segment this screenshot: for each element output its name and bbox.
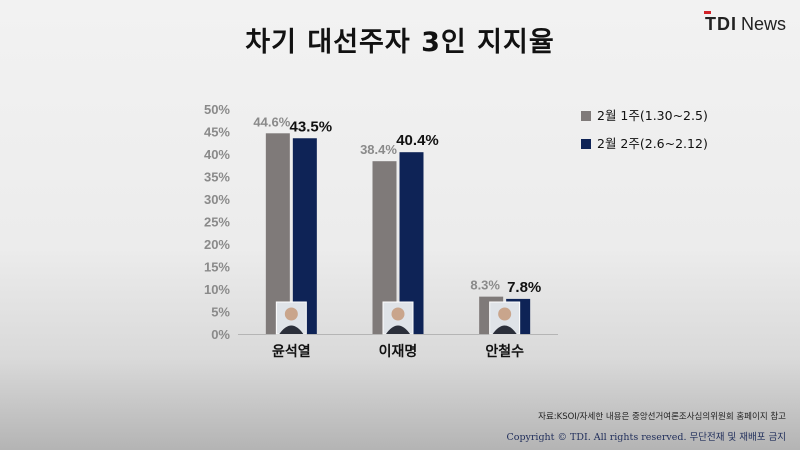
y-tick-label: 30%: [204, 192, 230, 207]
data-label: 8.3%: [470, 278, 500, 293]
y-tick-label: 50%: [204, 102, 230, 117]
legend-swatch: [581, 111, 591, 121]
y-tick-label: 0%: [211, 327, 230, 342]
candidate-photo-suit: [279, 325, 304, 334]
x-tick-label: 이재명: [379, 343, 418, 360]
candidate-photo-suit: [386, 325, 410, 334]
source-note: 자료:KSOI/자세한 내용은 중앙선거여론조사심의위원회 홈페이지 참고: [538, 412, 786, 422]
y-tick-label: 15%: [204, 260, 230, 275]
y-tick-label: 20%: [204, 237, 230, 252]
candidate-photo-face: [498, 307, 512, 321]
data-label: 44.6%: [253, 114, 290, 129]
x-tick-label: 윤석열: [272, 343, 311, 360]
y-tick-label: 35%: [204, 170, 230, 185]
y-tick-label: 10%: [204, 282, 230, 297]
candidate-photo-face: [391, 307, 405, 321]
data-label: 7.8%: [507, 279, 541, 296]
bar: [292, 138, 317, 334]
y-tick-label: 25%: [204, 215, 230, 230]
logo-news-text: News: [740, 14, 786, 34]
candidate-photo-face: [284, 307, 298, 321]
tdi-news-logo: TDI News: [703, 11, 786, 35]
legend-label: 2월 2주(2.6~2.12): [597, 136, 708, 151]
data-label: 38.4%: [360, 142, 397, 157]
copyright-notice: Copyright © TDI. All rights reserved. 무단…: [506, 432, 786, 443]
x-tick-label: 안철수: [485, 343, 524, 360]
page-title: 차기 대선주자 3인 지지율: [245, 27, 555, 58]
bar: [265, 133, 290, 334]
data-label: 40.4%: [396, 132, 439, 149]
candidate-photo-suit: [492, 325, 517, 334]
y-tick-label: 45%: [204, 125, 230, 140]
logo-tdi-text: TDI: [703, 11, 737, 34]
y-tick-label: 5%: [211, 305, 230, 320]
y-tick-label: 40%: [204, 147, 230, 162]
legend-swatch: [581, 139, 591, 149]
legend-label: 2월 1주(1.30~2.5): [597, 108, 708, 123]
data-label: 43.5%: [290, 118, 333, 135]
